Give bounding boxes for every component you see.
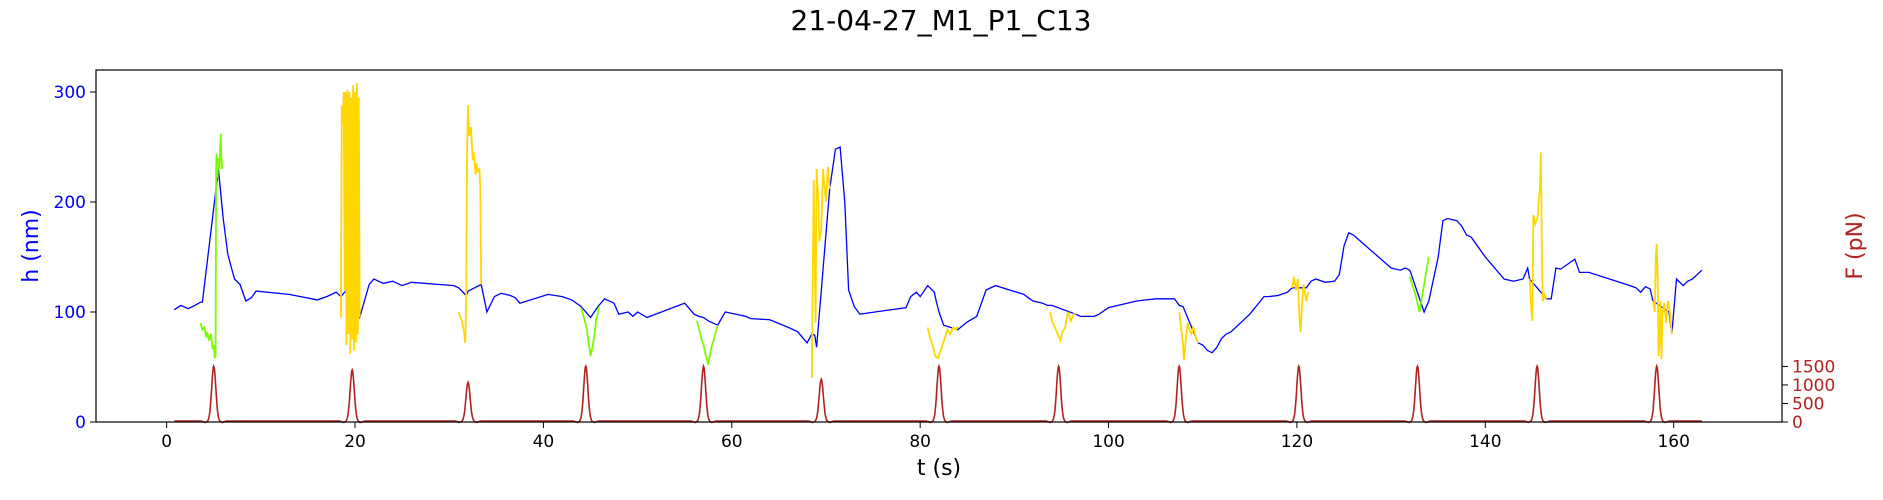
force-series-line bbox=[174, 363, 1702, 424]
x-tick-label-160: 160 bbox=[1657, 432, 1689, 452]
yellow-segment-2 bbox=[810, 166, 831, 379]
x-tick-label-80: 80 bbox=[909, 432, 931, 452]
yellow-segment-7 bbox=[1528, 152, 1548, 321]
x-tick-label-120: 120 bbox=[1281, 432, 1313, 452]
x-tick-label-40: 40 bbox=[533, 432, 555, 452]
yellow-segment-0 bbox=[340, 83, 361, 354]
y-tick-label-300: 300 bbox=[54, 83, 86, 103]
x-tick-label-0: 0 bbox=[161, 432, 172, 452]
y-axis-left: 0 100 200 300 bbox=[54, 83, 96, 433]
plot-frame bbox=[95, 69, 1783, 423]
yellow-segment-8 bbox=[1652, 243, 1673, 360]
yellow-segment-3 bbox=[926, 325, 959, 360]
yellow-segment-6 bbox=[1291, 276, 1310, 332]
y2-tick-label-0: 0 bbox=[1792, 413, 1803, 433]
y2-tick-label-500: 500 bbox=[1792, 394, 1824, 414]
x-tick-label-140: 140 bbox=[1469, 432, 1501, 452]
y-tick-label-200: 200 bbox=[54, 193, 86, 213]
y2-tick-label-1500: 1500 bbox=[1792, 357, 1835, 377]
chart-title: 21-04-27_M1_P1_C13 bbox=[791, 4, 1092, 37]
x-tick-label-20: 20 bbox=[344, 432, 366, 452]
y-axis-title-right: F (pN) bbox=[1843, 212, 1868, 279]
x-axis: 0 20 40 60 80 100 120 140 160 bbox=[161, 422, 1690, 452]
plot-area bbox=[173, 83, 1703, 424]
y2-tick-label-1000: 1000 bbox=[1792, 376, 1835, 396]
yellow-segment-5 bbox=[1178, 311, 1199, 361]
green-segment-1 bbox=[580, 306, 600, 357]
x-axis-title: t (s) bbox=[917, 456, 961, 481]
x-tick-label-60: 60 bbox=[721, 432, 743, 452]
green-segment-3 bbox=[1409, 256, 1430, 313]
y-tick-label-100: 100 bbox=[54, 303, 86, 323]
y-axis-title-left: h (nm) bbox=[19, 209, 44, 282]
x-tick-label-100: 100 bbox=[1092, 432, 1124, 452]
height-series-line bbox=[173, 146, 1703, 354]
yellow-segment-1 bbox=[457, 105, 483, 343]
green-segment-0 bbox=[199, 133, 224, 359]
y-tick-label-0: 0 bbox=[75, 413, 86, 433]
yellow-segment-4 bbox=[1049, 311, 1076, 344]
green-segment-2 bbox=[696, 320, 719, 365]
